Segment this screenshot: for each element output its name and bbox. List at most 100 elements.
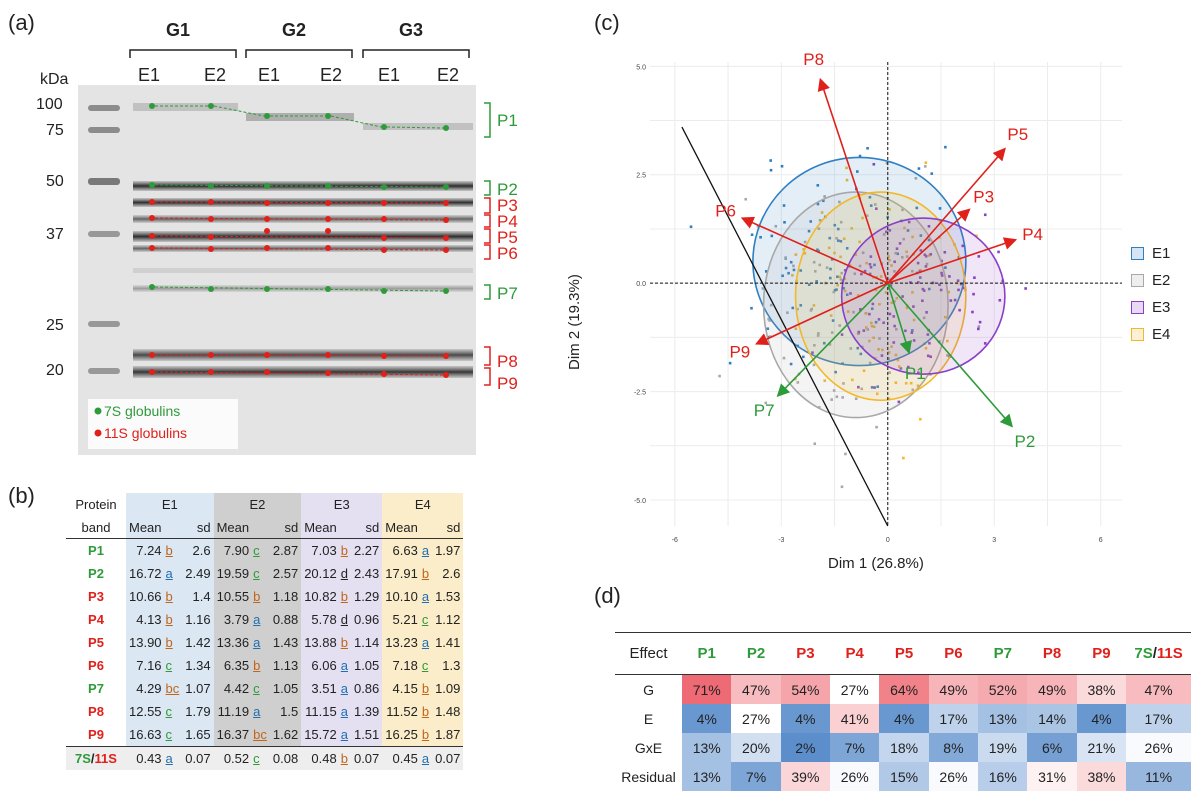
band-label-p1: P1 bbox=[497, 111, 518, 131]
sd-cell: 1.65 bbox=[182, 723, 213, 747]
significance-letter: b bbox=[422, 704, 429, 719]
sd-cell: 1.34 bbox=[182, 654, 213, 677]
sd-cell: 1.3 bbox=[432, 654, 463, 677]
mean-cell: 11.52 bbox=[382, 700, 421, 723]
sd-cell: 0.88 bbox=[270, 608, 301, 631]
heatmap-cell: 4% bbox=[1077, 704, 1126, 733]
score-point bbox=[744, 198, 747, 201]
sd-cell: 2.6 bbox=[182, 539, 213, 563]
kda-title: kDa bbox=[40, 71, 68, 89]
score-point bbox=[844, 453, 847, 456]
significance-letter: c bbox=[253, 543, 260, 558]
sd-cell: 1.16 bbox=[182, 608, 213, 631]
band-label-p9: P9 bbox=[497, 374, 518, 394]
header-protein: Protein bbox=[66, 493, 126, 516]
mean-cell: 6.63 bbox=[382, 539, 421, 563]
legend-label: E3 bbox=[1152, 299, 1170, 316]
sd-cell: 1.97 bbox=[432, 539, 463, 563]
heatmap-cell: 17% bbox=[1126, 704, 1191, 733]
legend-item: E3 bbox=[1131, 294, 1170, 321]
heatmap-cell: 14% bbox=[1027, 704, 1076, 733]
arrow-label: P9 bbox=[729, 343, 750, 362]
score-point bbox=[997, 251, 1000, 254]
significance-letter: a bbox=[253, 635, 260, 650]
header-mean: Mean bbox=[301, 516, 351, 539]
legend-label: E1 bbox=[1152, 245, 1170, 262]
mean-cell: 6.06 bbox=[301, 654, 340, 677]
sd-cell: 2.87 bbox=[270, 539, 301, 563]
header-band: P9 bbox=[1077, 633, 1126, 675]
lane-label: E1 bbox=[258, 65, 280, 86]
heatmap-cell: 38% bbox=[1077, 675, 1126, 705]
significance-letter: c bbox=[166, 704, 173, 719]
kda-marker: 100 bbox=[36, 96, 63, 114]
sd-cell: 1.09 bbox=[432, 677, 463, 700]
mean-cell: 4.42 bbox=[214, 677, 253, 700]
score-point bbox=[875, 426, 878, 429]
header-band: band bbox=[66, 516, 126, 539]
heatmap-cell: 27% bbox=[731, 704, 780, 733]
mean-cell: 13.36 bbox=[214, 631, 253, 654]
mean-cell: 12.55 bbox=[126, 700, 165, 723]
mean-cell: 20.12 bbox=[301, 562, 340, 585]
band-cell: P6 bbox=[66, 654, 126, 677]
legend-7s-dot bbox=[95, 408, 102, 415]
ratio-7s-label: 7S bbox=[75, 751, 91, 766]
band-cell: P7 bbox=[66, 677, 126, 700]
sd-cell: 1.14 bbox=[351, 631, 382, 654]
header-band: P5 bbox=[879, 633, 928, 675]
score-point bbox=[902, 457, 905, 460]
mean-cell: 11.19 bbox=[214, 700, 253, 723]
y-tick-label: -2.5 bbox=[634, 390, 646, 397]
heatmap-cell: 17% bbox=[929, 704, 978, 733]
significance-letter: b bbox=[253, 658, 260, 673]
significance-letter: a bbox=[422, 543, 429, 558]
heatmap-cell: 49% bbox=[929, 675, 978, 705]
mean-cell: 16.37 bbox=[214, 723, 253, 747]
band-cell: P2 bbox=[66, 562, 126, 585]
header-env: E2 bbox=[214, 493, 302, 516]
mean-cell: 13.88 bbox=[301, 631, 340, 654]
heatmap-cell: 21% bbox=[1077, 733, 1126, 762]
legend-label: E4 bbox=[1152, 326, 1170, 343]
header-band: P1 bbox=[682, 633, 731, 675]
sd-cell: 2.57 bbox=[270, 562, 301, 585]
ratio-11s-label: 11S bbox=[95, 751, 117, 766]
significance-letter: c bbox=[422, 612, 429, 627]
lane-label: E2 bbox=[320, 65, 342, 86]
heatmap-cell: 4% bbox=[682, 704, 731, 733]
sample-bands bbox=[133, 103, 473, 378]
header-sd: sd bbox=[270, 516, 301, 539]
significance-letter: c bbox=[253, 566, 260, 581]
sd-cell: 1.42 bbox=[182, 631, 213, 654]
band-cell: P8 bbox=[66, 700, 126, 723]
mean-cell: 7.18 bbox=[382, 654, 421, 677]
sd-cell: 2.43 bbox=[351, 562, 382, 585]
significance-letter: bc bbox=[166, 681, 180, 696]
panel-label-d: (d) bbox=[594, 583, 621, 609]
score-point bbox=[1024, 287, 1027, 290]
arrow-label: P1 bbox=[905, 364, 926, 383]
significance-letter: a bbox=[166, 566, 173, 581]
mean-cell: 16.25 bbox=[382, 723, 421, 747]
significance-letter: a bbox=[422, 589, 429, 604]
y-axis-title: Dim 2 (19.3%) bbox=[566, 274, 583, 370]
arrow-label: P3 bbox=[973, 188, 994, 207]
heatmap-cell: 13% bbox=[682, 733, 731, 762]
header-effect: Effect bbox=[615, 633, 682, 675]
header-mean: Mean bbox=[214, 516, 270, 539]
mean-cell: 10.55 bbox=[214, 585, 253, 608]
band-cell: P3 bbox=[66, 585, 126, 608]
sd-cell: 1.79 bbox=[182, 700, 213, 723]
x-tick-label: 6 bbox=[1099, 537, 1103, 544]
sd-cell: 1.43 bbox=[270, 631, 301, 654]
header-band: P6 bbox=[929, 633, 978, 675]
legend-item: E2 bbox=[1131, 267, 1170, 294]
score-point bbox=[750, 307, 753, 310]
significance-letter: b bbox=[341, 635, 348, 650]
